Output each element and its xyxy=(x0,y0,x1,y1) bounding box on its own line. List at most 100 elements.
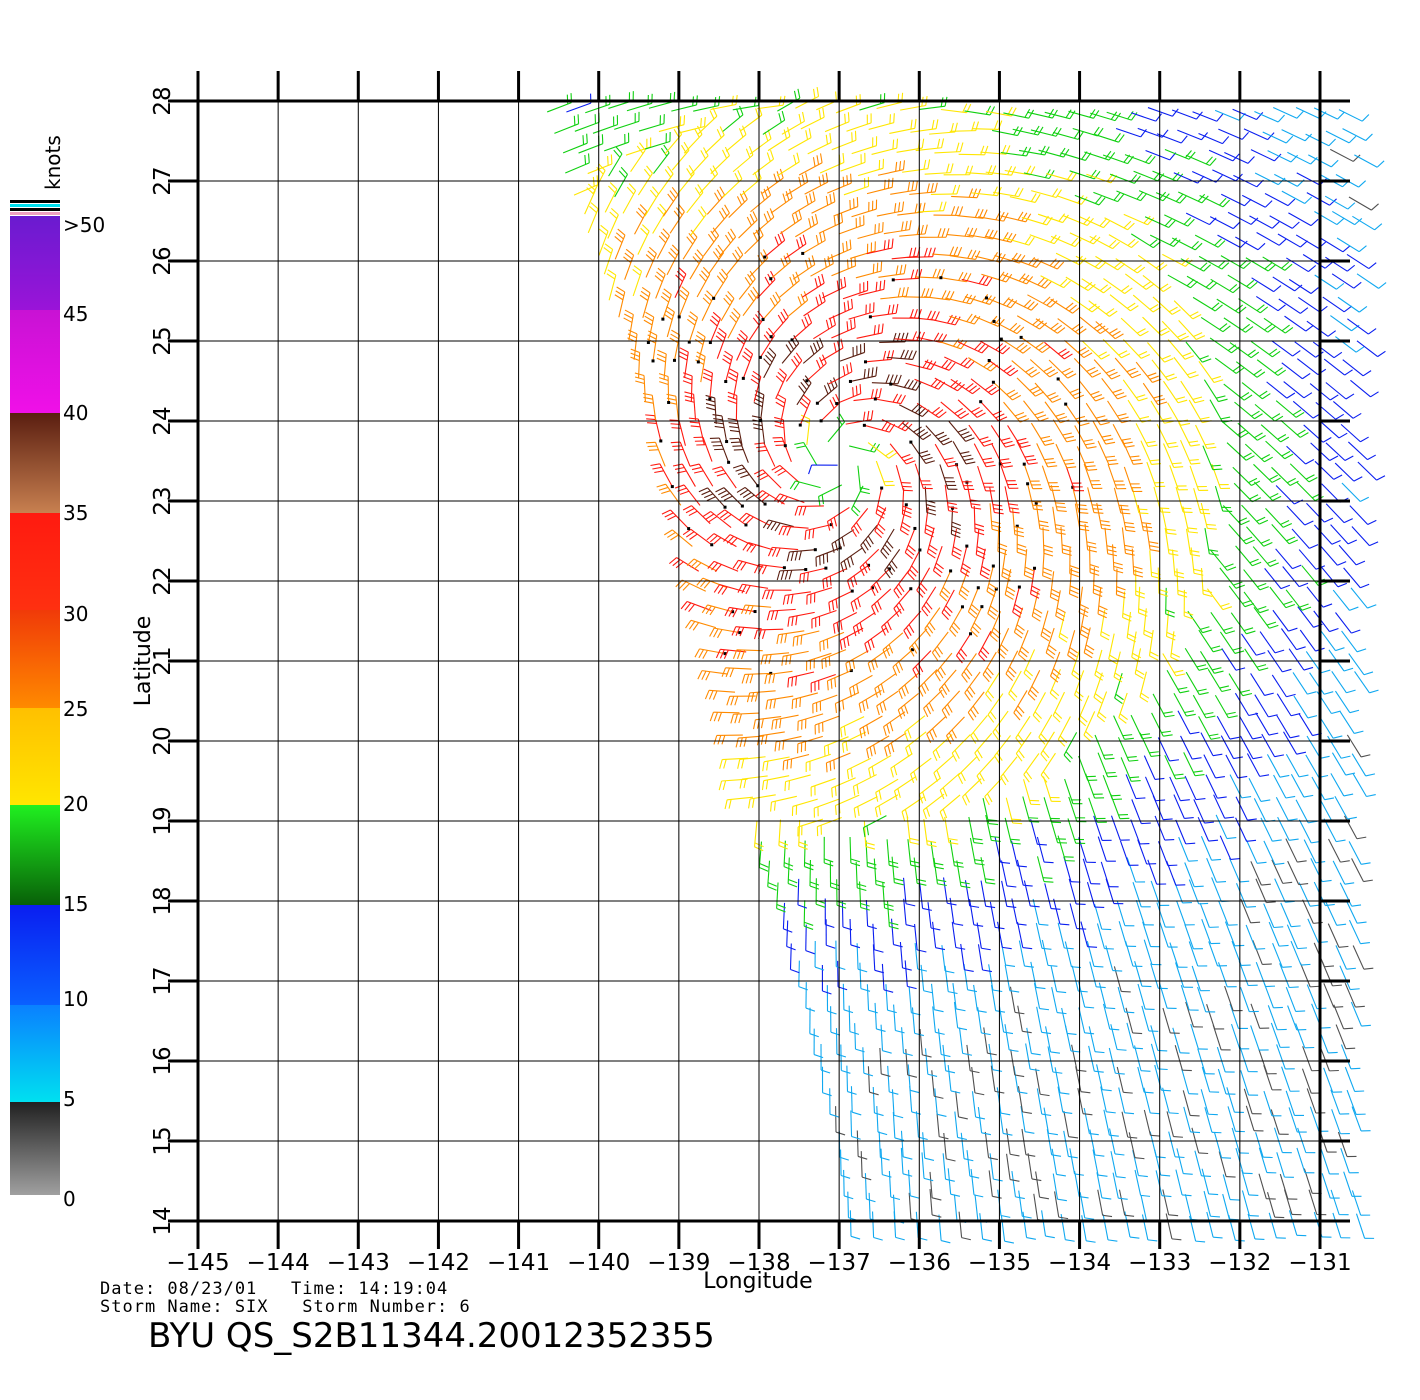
wind-barb xyxy=(772,436,792,462)
wind-barb-feather xyxy=(1093,588,1103,593)
wind-barb-feather xyxy=(923,1177,934,1182)
wind-barb xyxy=(1137,983,1155,1011)
wind-barb-feather xyxy=(852,1111,862,1116)
wind-barb-feather xyxy=(698,487,708,493)
wind-barb xyxy=(1280,628,1306,651)
wind-barb-staff xyxy=(1185,341,1203,363)
wind-barb-staff xyxy=(922,793,945,811)
wind-barb-feather xyxy=(855,522,863,531)
wind-barb-feather xyxy=(736,561,743,570)
wind-barb-staff xyxy=(854,1023,857,1050)
wind-barb xyxy=(1352,773,1376,798)
wind-barb-feather xyxy=(836,1053,847,1058)
wind-barb xyxy=(1171,549,1185,579)
wind-barb-feather xyxy=(1043,366,1053,373)
wind-barb xyxy=(939,772,961,800)
wind-barb-staff xyxy=(849,445,875,453)
wind-barb-feather xyxy=(1171,652,1181,658)
wind-barb-feather xyxy=(1029,689,1038,698)
wind-barb-feather xyxy=(840,727,843,738)
wind-barb-feather xyxy=(1059,632,1069,639)
wind-barb-feather xyxy=(723,649,729,659)
wind-barb-feather xyxy=(777,393,786,400)
wind-barb-feather xyxy=(709,627,715,637)
wind-barb-feather xyxy=(1205,442,1215,446)
wind-barb xyxy=(778,525,809,536)
wind-barb xyxy=(765,695,794,710)
wind-barb-staff xyxy=(1334,796,1348,820)
wind-barb-feather xyxy=(1022,1111,1032,1114)
wind-barb xyxy=(966,1044,980,1074)
wind-barb-staff xyxy=(1220,420,1241,438)
wind-barb xyxy=(1105,878,1124,905)
wind-barb-staff xyxy=(953,1001,959,1028)
wind-barb-staff xyxy=(1076,446,1089,471)
wind-barb-feather xyxy=(1043,548,1054,553)
wind-barb xyxy=(1332,1212,1351,1239)
wind-barb-feather xyxy=(1028,369,1037,376)
wind-barb-feather xyxy=(1195,1240,1206,1243)
wind-barb-staff xyxy=(1089,546,1091,573)
wind-barb-feather xyxy=(853,318,856,328)
wind-barb-feather xyxy=(678,355,688,361)
wind-barb xyxy=(1235,545,1262,567)
wind-barb xyxy=(969,837,985,866)
wind-barb xyxy=(1232,466,1261,486)
wind-barb-feather xyxy=(888,860,899,865)
wind-barb-feather xyxy=(1004,594,1014,600)
wind-barb xyxy=(1045,1026,1061,1054)
wind-barb-feather xyxy=(1333,474,1343,480)
wind-barb-staff xyxy=(1004,486,1011,512)
wind-barb-feather xyxy=(941,709,948,719)
wind-barb xyxy=(1325,382,1355,400)
wind-barb xyxy=(1089,546,1100,576)
wind-barb-feather xyxy=(772,673,776,684)
wind-barb-feather xyxy=(762,519,769,529)
wind-barb-feather xyxy=(1018,749,1025,759)
wind-barb-staff xyxy=(1173,356,1191,379)
wind-barb-feather xyxy=(895,664,901,674)
wind-barb-feather xyxy=(1216,395,1226,399)
wind-barb xyxy=(944,965,958,995)
wind-barb-feather xyxy=(1376,475,1386,481)
wind-barb-staff xyxy=(1350,1001,1362,1027)
wind-barb xyxy=(900,1130,913,1160)
wind-barb xyxy=(859,881,870,911)
wind-barb-staff xyxy=(977,1106,983,1133)
colorbar-label: 5 xyxy=(63,1087,76,1111)
wind-barb-feather xyxy=(958,651,966,661)
wind-barb-staff xyxy=(670,509,690,530)
wind-barb-staff xyxy=(1319,1046,1330,1072)
wind-barb-feather xyxy=(1055,502,1065,505)
wind-barb-feather xyxy=(718,327,727,335)
wind-barb-feather xyxy=(1321,1026,1331,1029)
wind-barb-feather xyxy=(835,598,838,609)
wind-barb-feather xyxy=(882,350,887,361)
wind-barb-feather xyxy=(1040,635,1050,642)
wind-barb-feather xyxy=(1015,1196,1025,1200)
wind-barb xyxy=(1069,547,1080,578)
wind-barb-feather xyxy=(910,864,921,868)
wind-barb xyxy=(1178,422,1200,447)
wind-barb-feather xyxy=(1303,392,1313,399)
wind-barb-feather xyxy=(1301,606,1312,611)
wind-barb-feather xyxy=(1079,1196,1089,1199)
rain-flag xyxy=(1026,482,1030,486)
wind-barb-feather xyxy=(773,698,777,709)
wind-barb xyxy=(1234,401,1263,420)
wind-barb xyxy=(1064,339,1093,359)
wind-barb xyxy=(1228,524,1255,545)
wind-barb-staff xyxy=(1001,880,1008,907)
wind-barb-staff xyxy=(916,336,942,344)
wind-barb-feather xyxy=(1142,736,1152,740)
wind-barb-feather xyxy=(951,525,961,531)
wind-barb-feather xyxy=(887,1009,897,1014)
wind-barb-feather xyxy=(1041,346,1051,353)
wind-barb xyxy=(1330,524,1357,545)
wind-barb-staff xyxy=(1252,546,1271,567)
wind-barb-staff xyxy=(1279,1173,1289,1200)
wind-barb-feather xyxy=(771,464,781,471)
wind-barb-staff xyxy=(1182,1090,1191,1116)
wind-barb-feather xyxy=(933,332,940,342)
wind-barb-feather xyxy=(723,354,732,361)
